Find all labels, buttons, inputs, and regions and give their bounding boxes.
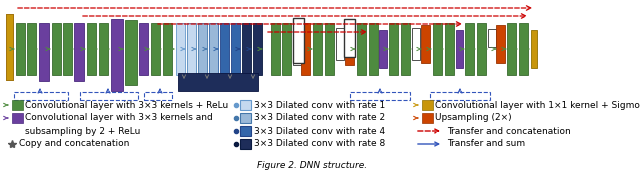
Bar [186, 23, 195, 75]
Bar [6, 14, 13, 80]
Bar [350, 92, 410, 100]
Text: Transfer and sum: Transfer and sum [447, 139, 525, 149]
Bar [80, 92, 138, 100]
Text: 3×3 Dilated conv with rate 2: 3×3 Dilated conv with rate 2 [254, 113, 385, 122]
Bar [209, 23, 218, 75]
Text: Convolutional layer with 1×1 kernel + Sigmoid: Convolutional layer with 1×1 kernel + Si… [435, 101, 640, 110]
Bar [39, 23, 49, 81]
Bar [239, 113, 250, 123]
Bar [293, 23, 301, 65]
Bar [336, 28, 344, 60]
Bar [12, 100, 22, 110]
Bar [369, 23, 378, 75]
Bar [26, 23, 35, 75]
Bar [422, 113, 433, 123]
Bar [150, 23, 159, 75]
Text: subsampling by 2 + ReLu: subsampling by 2 + ReLu [25, 127, 140, 136]
Text: Copy and concatenation: Copy and concatenation [19, 139, 129, 149]
Bar [125, 19, 137, 84]
Bar [412, 28, 420, 60]
Bar [239, 100, 250, 110]
Bar [420, 25, 429, 63]
Bar [86, 23, 95, 75]
Bar [488, 29, 496, 47]
Bar [477, 23, 486, 75]
Bar [379, 30, 387, 68]
Bar [301, 23, 310, 75]
Bar [239, 126, 250, 136]
Bar [465, 23, 474, 75]
Text: 3×3 Dilated conv with rate 4: 3×3 Dilated conv with rate 4 [254, 127, 385, 136]
Bar [138, 23, 147, 75]
Bar [111, 19, 123, 91]
Bar [6, 14, 13, 80]
Bar [430, 92, 490, 100]
Text: Convolutional layer with 3×3 kernels and: Convolutional layer with 3×3 kernels and [25, 113, 212, 122]
Bar [344, 19, 355, 57]
Bar [12, 113, 22, 123]
Text: 3×3 Dilated conv with rate 8: 3×3 Dilated conv with rate 8 [254, 139, 385, 149]
Text: Upsampling (2×): Upsampling (2×) [435, 113, 511, 122]
Bar [292, 18, 303, 62]
Text: 3×3 Dilated conv with rate 1: 3×3 Dilated conv with rate 1 [254, 101, 385, 110]
Bar [253, 23, 262, 75]
Bar [344, 23, 353, 65]
Text: Transfer and concatenation: Transfer and concatenation [447, 127, 571, 136]
Bar [220, 23, 228, 75]
Bar [198, 23, 207, 75]
Bar [175, 23, 184, 75]
Bar [401, 23, 410, 75]
Bar [324, 23, 333, 75]
Bar [445, 23, 454, 75]
Bar [230, 23, 239, 75]
Bar [74, 23, 84, 81]
Bar [163, 23, 172, 75]
Bar [239, 139, 250, 149]
Bar [178, 73, 258, 91]
Text: Convolutional layer with 3×3 kernels + ReLu: Convolutional layer with 3×3 kernels + R… [25, 101, 228, 110]
Bar [388, 23, 397, 75]
Bar [15, 23, 24, 75]
Bar [51, 23, 61, 75]
Bar [456, 30, 463, 68]
Bar [63, 23, 72, 75]
Bar [506, 23, 515, 75]
Bar [14, 92, 68, 100]
Bar [312, 23, 321, 75]
Bar [144, 92, 172, 100]
Bar [422, 100, 433, 110]
Bar [356, 23, 365, 75]
Bar [518, 23, 527, 75]
Bar [271, 23, 280, 75]
Text: Figure 2. DNN structure.: Figure 2. DNN structure. [257, 161, 367, 170]
Bar [241, 23, 250, 75]
Bar [99, 23, 108, 75]
Bar [531, 30, 537, 68]
Bar [433, 23, 442, 75]
Bar [282, 23, 291, 75]
Bar [495, 25, 504, 63]
